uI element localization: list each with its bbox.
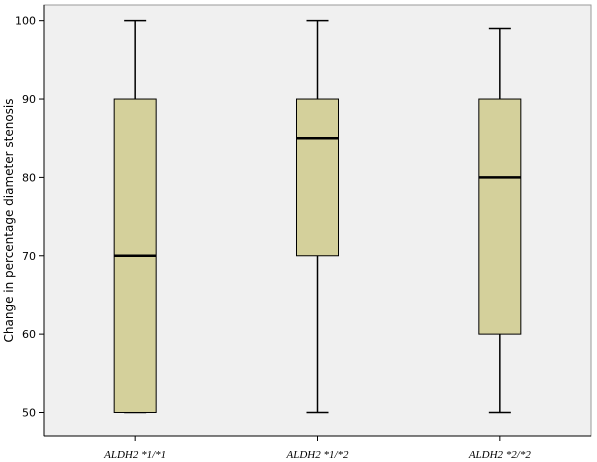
y-tick-label: 90	[22, 93, 36, 106]
box-1	[113, 19, 157, 414]
box-3	[478, 27, 522, 414]
y-tick-label: 80	[22, 171, 36, 184]
boxes	[113, 19, 522, 414]
y-tick-label: 50	[22, 406, 36, 419]
x-axis: ALDH2 *1/*1 ALDH2 *1/*2 ALDH2 *2/*2	[44, 435, 591, 461]
box-iqr	[478, 98, 522, 335]
y-tick-label: 60	[22, 328, 36, 341]
y-axis: 50 60 70 80 90 100	[15, 5, 45, 436]
x-tick-label: ALDH2 *1/*1	[103, 449, 166, 461]
y-axis-title: Change in percentage diameter stenosis	[2, 99, 16, 343]
y-tick-label: 70	[22, 250, 36, 263]
box-iqr	[296, 98, 339, 257]
x-tick-label: ALDH2 *1/*2	[285, 449, 349, 461]
box-2	[296, 19, 339, 414]
x-tick-label: ALDH2 *2/*2	[468, 449, 532, 461]
y-tick-label: 100	[15, 15, 36, 28]
